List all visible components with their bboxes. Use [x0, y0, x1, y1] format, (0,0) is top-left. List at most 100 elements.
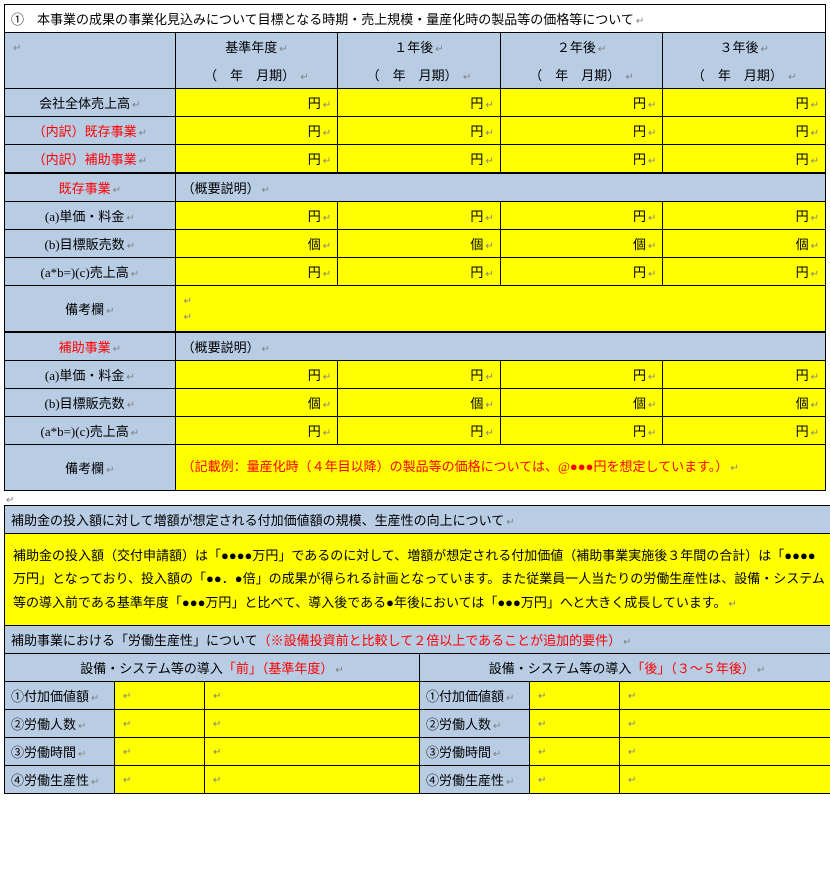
- cell-input[interactable]: 円↵: [500, 258, 663, 286]
- hdr-base-year: 基準年度↵: [175, 33, 338, 61]
- cell-input[interactable]: ↵: [205, 737, 420, 765]
- metric-label: ④労働生産性↵: [5, 765, 115, 793]
- section-subsidy-label: 補助事業↵: [5, 332, 176, 361]
- label-total-sales: 会社全体売上高↵: [5, 89, 176, 117]
- cell-input[interactable]: 個↵: [175, 388, 338, 416]
- cell-input[interactable]: 円↵: [663, 117, 826, 145]
- heading-labor-productivity: 補助事業における「労働生産性」について（※設備投資前と比較して２倍以上であること…: [5, 625, 830, 653]
- cell-input[interactable]: ↵: [530, 681, 620, 709]
- header-blank: ↵: [5, 33, 176, 61]
- metric-label: ②労働人数↵: [5, 709, 115, 737]
- cell-input[interactable]: 円↵: [500, 416, 663, 444]
- cell-input[interactable]: ↵: [620, 681, 830, 709]
- remarks-existing-label: 備考欄↵: [5, 286, 176, 332]
- cell-input[interactable]: 円↵: [500, 202, 663, 230]
- remarks-subsidy-input[interactable]: （記載例：量産化時（４年目以降）の製品等の価格については、@●●●円を想定してい…: [175, 444, 825, 490]
- cell-input[interactable]: 円↵: [338, 202, 501, 230]
- cell-input[interactable]: ↵: [620, 737, 830, 765]
- row-subsidy-qty: (b)目標販売数↵ 個↵ 個↵ 個↵ 個↵: [5, 388, 826, 416]
- cell-input[interactable]: 個↵: [500, 388, 663, 416]
- cell-input[interactable]: 円↵: [500, 145, 663, 174]
- row-subsidy-sales: (a*b=)(c)売上高↵ 円↵ 円↵ 円↵ 円↵: [5, 416, 826, 444]
- row-total-sales: 会社全体売上高↵ 円↵ 円↵ 円↵ 円↵: [5, 89, 826, 117]
- projection-table: ① 本事業の成果の事業化見込みについて目標となる時期・売上規模・量産化時の製品等…: [4, 4, 826, 491]
- row-subsidy-unitprice: (a)単価・料金↵ 円↵ 円↵ 円↵ 円↵: [5, 360, 826, 388]
- cell-input[interactable]: ↵: [620, 709, 830, 737]
- section-existing-label: 既存事業↵: [5, 173, 176, 202]
- cell-input[interactable]: 個↵: [175, 230, 338, 258]
- cell-input[interactable]: 円↵: [175, 416, 338, 444]
- metric-row-4: ④労働生産性↵ ↵ ↵ ④労働生産性↵ ↵ ↵: [5, 765, 830, 793]
- metric-label: ①付加価値額↵: [420, 681, 530, 709]
- cell-input[interactable]: 円↵: [175, 360, 338, 388]
- cell-input[interactable]: 円↵: [338, 360, 501, 388]
- row-existing-unitprice: (a)単価・料金↵ 円↵ 円↵ 円↵ 円↵: [5, 202, 826, 230]
- metric-row-2: ②労働人数↵ ↵ ↵ ②労働人数↵ ↵ ↵: [5, 709, 830, 737]
- cell-input[interactable]: 個↵: [663, 388, 826, 416]
- cell-input[interactable]: 円↵: [175, 117, 338, 145]
- cell-input[interactable]: ↵: [115, 709, 205, 737]
- cell-input[interactable]: 円↵: [338, 416, 501, 444]
- cell-input[interactable]: 円↵: [663, 258, 826, 286]
- cell-input[interactable]: ↵: [205, 709, 420, 737]
- table1-title: ① 本事業の成果の事業化見込みについて目標となる時期・売上規模・量産化時の製品等…: [5, 5, 826, 33]
- metric-row-1: ①付加価値額↵ ↵ ↵ ①付加価値額↵ ↵ ↵: [5, 681, 830, 709]
- cell-input[interactable]: 円↵: [500, 89, 663, 117]
- cell-input[interactable]: 個↵: [500, 230, 663, 258]
- label-existing-breakdown: （内訳）既存事業↵: [5, 117, 176, 145]
- cell-input[interactable]: 円↵: [338, 258, 501, 286]
- cell-input[interactable]: 個↵: [338, 230, 501, 258]
- cell-input[interactable]: ↵: [115, 765, 205, 793]
- overview-existing: （概要説明）↵: [175, 173, 825, 202]
- metric-row-3: ③労働時間↵ ↵ ↵ ③労働時間↵ ↵ ↵: [5, 737, 830, 765]
- cell-input[interactable]: 円↵: [500, 117, 663, 145]
- cell-input[interactable]: 円↵: [500, 360, 663, 388]
- hdr-year2: ２年後↵: [500, 33, 663, 61]
- row-existing-breakdown: （内訳）既存事業↵ 円↵ 円↵ 円↵ 円↵: [5, 117, 826, 145]
- metric-label: ③労働時間↵: [420, 737, 530, 765]
- overview-subsidy: （概要説明）↵: [175, 332, 825, 361]
- hdr-period-2: （ 年 月期） ↵: [500, 61, 663, 89]
- return-mark: ↵: [636, 16, 644, 27]
- cell-input[interactable]: 円↵: [175, 145, 338, 174]
- metric-label: ②労働人数↵: [420, 709, 530, 737]
- cell-input[interactable]: 円↵: [663, 145, 826, 174]
- cell-input[interactable]: 円↵: [338, 89, 501, 117]
- before-header: 設備・システム等の導入「前」（基準年度）↵: [5, 653, 420, 681]
- row-subsidy-breakdown: （内訳）補助事業↵ 円↵ 円↵ 円↵ 円↵: [5, 145, 826, 174]
- metric-label: ④労働生産性↵: [420, 765, 530, 793]
- hdr-year1: １年後↵: [338, 33, 501, 61]
- cell-input[interactable]: 円↵: [338, 117, 501, 145]
- cell-input[interactable]: 円↵: [663, 360, 826, 388]
- hdr-year3: ３年後↵: [663, 33, 826, 61]
- remarks-existing-input[interactable]: ↵↵: [175, 286, 825, 332]
- cell-input[interactable]: ↵: [205, 765, 420, 793]
- cell-input[interactable]: ↵: [530, 737, 620, 765]
- cell-input[interactable]: 円↵: [663, 89, 826, 117]
- spacer: ↵: [4, 491, 826, 505]
- heading-added-value: 補助金の投入額に対して増額が想定される付加価値額の規模、生産性の向上について↵: [5, 505, 830, 533]
- cell-input[interactable]: ↵: [115, 737, 205, 765]
- cell-input[interactable]: ↵: [205, 681, 420, 709]
- cell-input[interactable]: ↵: [530, 765, 620, 793]
- cell-input[interactable]: 個↵: [663, 230, 826, 258]
- cell-input[interactable]: ↵: [620, 765, 830, 793]
- remarks-subsidy-label: 備考欄↵: [5, 444, 176, 490]
- body-text-input[interactable]: 補助金の投入額（交付申請額）は「●●●●万円」であるのに対して、増額が想定される…: [5, 533, 830, 625]
- hdr-period-base: （ 年 月期） ↵: [175, 61, 338, 89]
- hdr-period-3: （ 年 月期） ↵: [663, 61, 826, 89]
- label-subsidy-breakdown: （内訳）補助事業↵: [5, 145, 176, 174]
- row-existing-sales: (a*b=)(c)売上高↵ 円↵ 円↵ 円↵ 円↵: [5, 258, 826, 286]
- cell-input[interactable]: 円↵: [175, 89, 338, 117]
- cell-input[interactable]: 円↵: [338, 145, 501, 174]
- row-existing-qty: (b)目標販売数↵ 個↵ 個↵ 個↵ 個↵: [5, 230, 826, 258]
- cell-input[interactable]: 円↵: [663, 416, 826, 444]
- cell-input[interactable]: 円↵: [175, 258, 338, 286]
- cell-input[interactable]: ↵: [530, 709, 620, 737]
- cell-input[interactable]: ↵: [115, 681, 205, 709]
- after-header: 設備・システム等の導入「後」（３～５年後）↵: [420, 653, 830, 681]
- metric-label: ③労働時間↵: [5, 737, 115, 765]
- cell-input[interactable]: 個↵: [338, 388, 501, 416]
- cell-input[interactable]: 円↵: [663, 202, 826, 230]
- cell-input[interactable]: 円↵: [175, 202, 338, 230]
